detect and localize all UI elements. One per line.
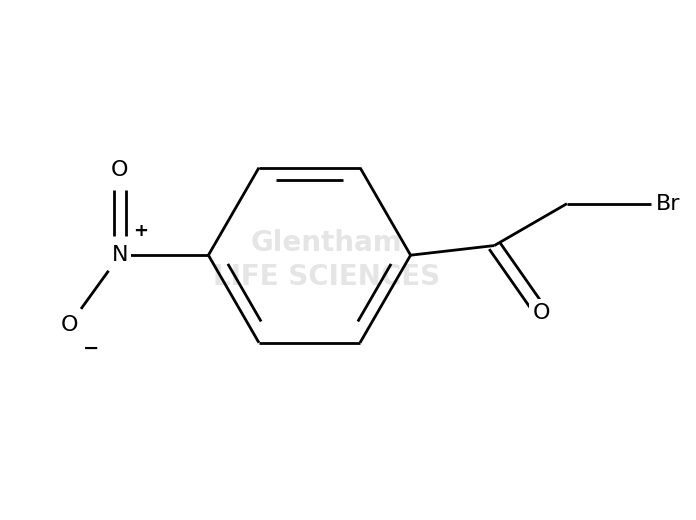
Text: O: O: [532, 303, 550, 322]
Text: Glentham
LIFE SCIENCES: Glentham LIFE SCIENCES: [213, 229, 441, 291]
Text: N: N: [111, 245, 128, 265]
Text: O: O: [61, 315, 79, 334]
Text: O: O: [111, 161, 129, 180]
Text: +: +: [134, 222, 148, 240]
Text: Br: Br: [656, 193, 680, 214]
Text: −: −: [83, 339, 99, 358]
